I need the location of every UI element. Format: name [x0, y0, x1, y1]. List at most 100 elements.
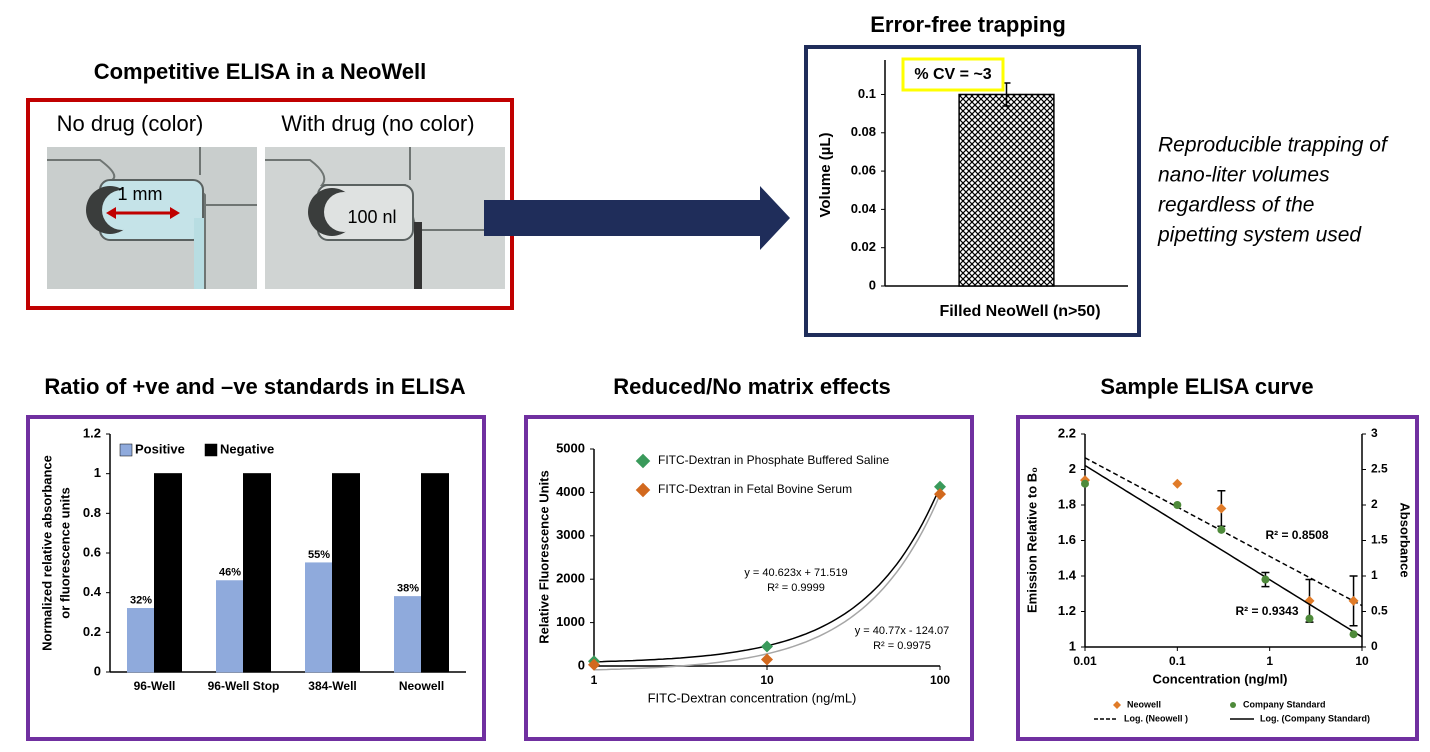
legend-marker	[1230, 702, 1236, 708]
y-tick-label: 0.4	[83, 584, 102, 599]
legend-label: Company Standard	[1243, 699, 1326, 709]
bar	[243, 473, 271, 673]
legend-label: Log. (Neowell )	[1124, 713, 1188, 723]
marker	[1173, 501, 1182, 509]
bar	[421, 473, 449, 673]
chart-title: Ratio of +ve and –ve standards in ELISA	[44, 374, 465, 399]
y-tick-label: 0	[869, 277, 876, 292]
value-label: 55%	[308, 549, 330, 561]
marker	[1348, 595, 1359, 606]
y2-tick-label: 2	[1371, 497, 1378, 511]
legend-label: Negative	[220, 441, 274, 456]
y-axis-label: Volume (µL)	[817, 132, 834, 217]
description-line: regardless of the	[1158, 194, 1314, 217]
legend-label: Neowell	[1127, 699, 1161, 709]
panel-title: Competitive ELISA in a NeoWell	[94, 59, 427, 84]
marker	[588, 658, 600, 671]
y-axis-label: or fluorescence units	[57, 487, 72, 618]
marker	[1305, 614, 1314, 623]
marker	[1216, 503, 1227, 514]
x-tick-label: Neowell	[399, 679, 444, 693]
y-tick-label: 0.04	[851, 201, 877, 216]
y-axis-label: Normalized relative absorbance	[39, 455, 54, 651]
y-tick-label: 0.08	[851, 124, 876, 139]
annotation: R² = 0.9999	[767, 582, 825, 594]
annotation: y = 40.623x + 71.519	[744, 567, 847, 579]
x-tick-label: 10	[1355, 654, 1369, 668]
y-tick-label: 1.8	[1058, 496, 1076, 511]
y-tick-label: 0.02	[851, 239, 876, 254]
chart-title: Error-free trapping	[870, 12, 1066, 37]
scale-label: 1 mm	[118, 184, 163, 204]
panel-frame	[26, 415, 486, 741]
chart-title: Reduced/No matrix effects	[613, 374, 891, 399]
y-tick-label: 0	[94, 663, 101, 678]
y-tick-label: 0	[578, 657, 585, 672]
y-tick-label: 0.06	[851, 163, 876, 178]
y-tick-label: 3000	[556, 527, 585, 542]
marker	[1349, 630, 1358, 639]
y2-tick-label: 2.5	[1371, 462, 1388, 476]
y-axis-label: Emission Relative to B₀	[1024, 467, 1039, 613]
marker	[934, 480, 946, 493]
y-tick-label: 2.2	[1058, 425, 1076, 440]
photo-no-drug: 1 mm	[47, 147, 257, 289]
bar	[332, 473, 360, 673]
y2-tick-label: 0	[1371, 639, 1378, 653]
x-axis-label: Concentration (ng/ml)	[1152, 671, 1287, 686]
y-tick-label: 0.6	[83, 544, 101, 559]
y-tick-label: 1.6	[1058, 532, 1076, 547]
annotation: R² = 0.9343	[1235, 604, 1298, 618]
panel-frame	[1016, 415, 1419, 741]
marker	[761, 640, 773, 653]
annotation: y = 40.77x - 124.07	[855, 625, 949, 637]
description-line: pipetting system used	[1157, 224, 1362, 247]
y2-tick-label: 3	[1371, 426, 1378, 440]
marker	[1172, 478, 1183, 489]
y-tick-label: 1000	[556, 614, 585, 629]
x-tick-label: 10	[760, 673, 774, 687]
x-tick-label: 96-Well	[134, 679, 176, 693]
y-axis-label: Relative Fluorescence Units	[536, 470, 551, 643]
x-tick-label: Filled NeoWell (n>50)	[939, 303, 1100, 320]
legend-marker	[634, 452, 652, 470]
y-tick-label: 5000	[556, 440, 585, 455]
bar	[394, 596, 422, 673]
legend-marker	[1113, 701, 1121, 709]
y-tick-label: 2000	[556, 571, 585, 586]
y-tick-label: 1.4	[1058, 567, 1077, 582]
panel-frame	[804, 45, 1141, 337]
bar	[216, 580, 244, 673]
bar	[305, 562, 333, 673]
y-tick-label: 0.8	[83, 505, 101, 520]
marker	[934, 488, 946, 501]
y-tick-label: 0.2	[83, 624, 101, 639]
x-tick-label: 0.01	[1073, 654, 1097, 668]
x-tick-label: 96-Well Stop	[208, 679, 280, 693]
y2-tick-label: 1	[1371, 568, 1378, 582]
legend-label: FITC-Dextran in Fetal Bovine Serum	[658, 482, 852, 496]
x-tick-label: 1	[591, 673, 598, 687]
panel-frame	[524, 415, 974, 741]
y-tick-label: 4000	[556, 484, 585, 499]
description-line: Reproducible trapping of	[1158, 134, 1389, 157]
arrow	[484, 186, 790, 250]
photo-with-drug: 100 nl	[265, 147, 505, 289]
marker	[761, 653, 773, 666]
y-tick-label: 1	[94, 465, 101, 480]
bar	[154, 473, 182, 673]
y2-tick-label: 1.5	[1371, 533, 1388, 547]
annotation: R² = 0.9975	[873, 640, 931, 652]
description: Reproducible trapping of nano-liter volu…	[1157, 134, 1389, 247]
legend-swatch	[119, 443, 133, 457]
annotation: % CV = ~3	[914, 66, 991, 83]
bar	[127, 608, 155, 673]
value-label: 32%	[130, 594, 152, 606]
marker	[1217, 525, 1226, 534]
y-tick-label: 1.2	[83, 425, 101, 440]
y-tick-label: 1	[1069, 638, 1076, 653]
marker	[1081, 479, 1089, 488]
legend-label: FITC-Dextran in Phosphate Buffered Salin…	[658, 453, 890, 467]
